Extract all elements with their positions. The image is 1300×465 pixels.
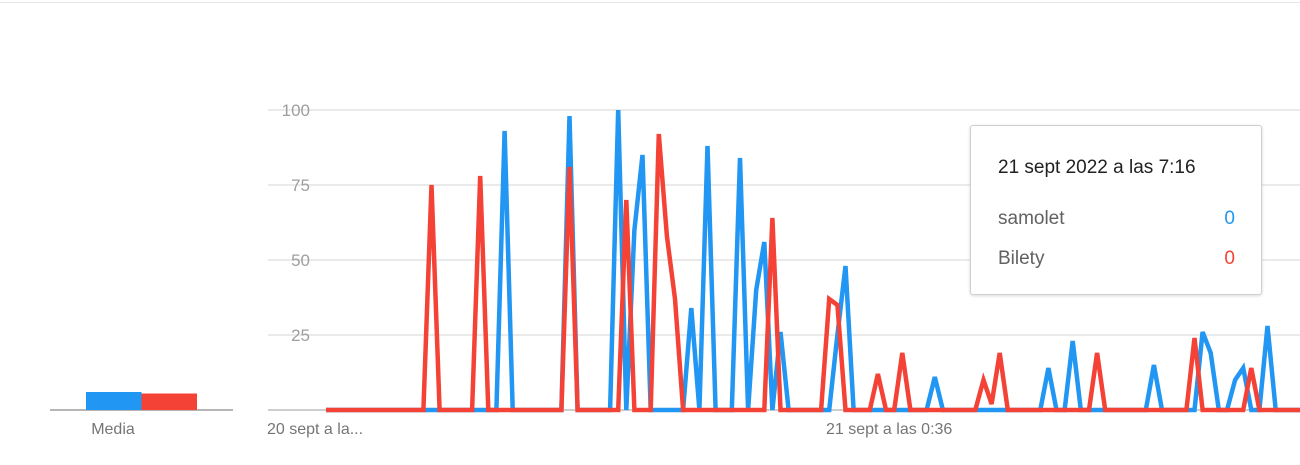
y-tick-label: 100	[282, 101, 310, 120]
tooltip: 21 sept 2022 a las 7:16 samolet 0 Bilety…	[970, 125, 1262, 295]
tooltip-row-bilety: Bilety 0	[998, 248, 1235, 270]
tooltip-series-name: samolet	[998, 208, 1065, 229]
series-line-bilety[interactable]	[326, 133, 1300, 413]
x-tick-label: 21 sept a las 0:36	[826, 421, 952, 438]
average-bar-samolet[interactable]	[86, 392, 142, 410]
tooltip-series-name: Bilety	[998, 248, 1045, 269]
tooltip-row-samolet: samolet 0	[998, 208, 1235, 230]
average-label: Media	[91, 421, 135, 438]
y-tick-label: 75	[291, 176, 310, 195]
tooltip-series-value: 0	[1224, 248, 1235, 269]
average-bar-bilety[interactable]	[141, 393, 198, 411]
tooltip-title: 21 sept 2022 a las 7:16	[998, 157, 1196, 178]
top-divider	[0, 2, 1300, 3]
tooltip-series-value: 0	[1224, 208, 1235, 229]
y-tick-label: 25	[291, 326, 310, 345]
x-tick-label: 20 sept a la...	[267, 421, 363, 438]
y-tick-label: 50	[291, 251, 310, 270]
